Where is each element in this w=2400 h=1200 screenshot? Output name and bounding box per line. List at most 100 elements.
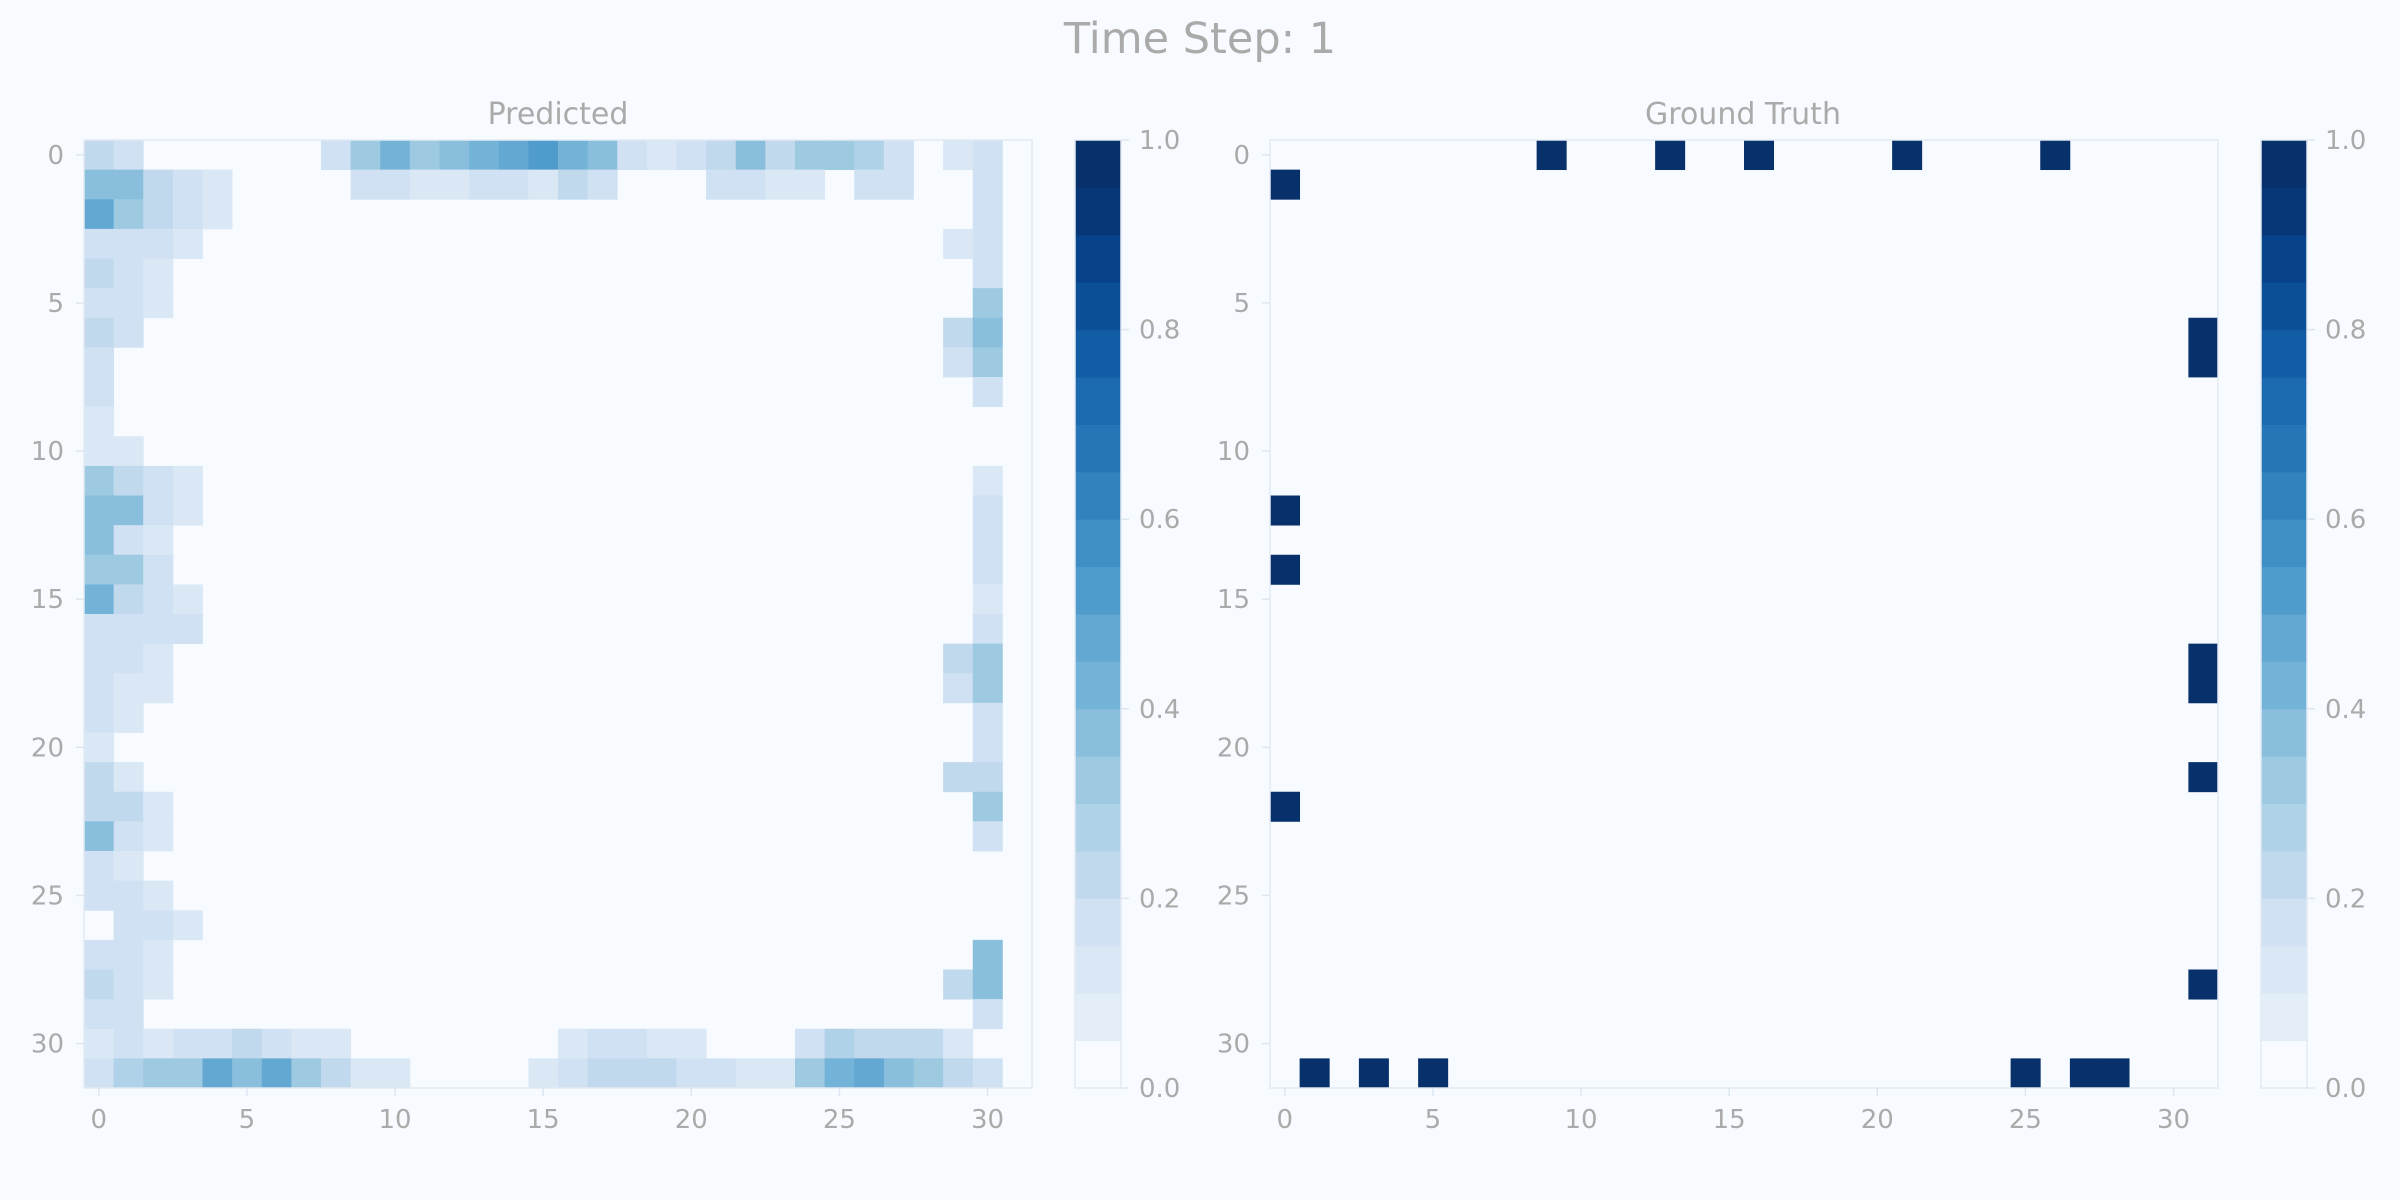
heatmap-cell xyxy=(113,436,144,467)
heatmap-cell xyxy=(854,140,885,171)
colorbar-band xyxy=(1075,234,1121,283)
heatmap-cell xyxy=(84,525,115,556)
heatmap-cell xyxy=(972,999,1003,1030)
heatmap-cell xyxy=(795,140,826,171)
heatmap-cell xyxy=(84,554,115,585)
heatmap-cell xyxy=(84,436,115,467)
heatmap-cell xyxy=(143,228,174,259)
colorbar-band xyxy=(1075,329,1121,378)
colorbar-band xyxy=(1075,377,1121,425)
heatmap-cell xyxy=(883,169,914,200)
colorbar-band xyxy=(2261,756,2307,805)
heatmap-cell xyxy=(617,140,648,171)
heatmap-cell xyxy=(498,140,529,171)
heatmap-cell xyxy=(706,140,737,171)
x-tick-label: 10 xyxy=(379,1105,412,1135)
heatmap-cell xyxy=(143,791,174,822)
heatmap-cell xyxy=(261,1058,292,1089)
colorbar-band xyxy=(2261,661,2307,710)
colorbar-tick-label: 0.8 xyxy=(1139,316,1180,346)
heatmap-cell xyxy=(1270,495,1301,526)
heatmap-cell xyxy=(676,1058,707,1089)
heatmap-cell xyxy=(113,228,144,259)
colorbar-band xyxy=(1075,614,1121,662)
y-axis-ground-truth: 0 5 10 15 20 25 30 xyxy=(1217,141,1270,1060)
colorbar-band xyxy=(2261,708,2307,757)
heatmap-cell xyxy=(528,169,559,200)
heatmap-cell xyxy=(439,169,470,200)
heatmap-cell xyxy=(943,140,974,171)
heatmap-cell xyxy=(706,1058,737,1089)
heatmap-cell xyxy=(1892,140,1923,171)
heatmap-cell xyxy=(380,169,411,200)
heatmap-cell xyxy=(113,851,144,882)
colorbar-band xyxy=(1075,851,1121,899)
heatmap-cell xyxy=(84,199,115,230)
heatmap-cell xyxy=(943,347,974,378)
colorbar-band xyxy=(1075,519,1121,568)
heatmap-cell xyxy=(587,140,618,171)
y-tick-label: 20 xyxy=(31,733,64,763)
colorbar-band xyxy=(1075,993,1121,1042)
heatmap-cell xyxy=(113,702,144,733)
colorbar-band xyxy=(1075,803,1121,852)
heatmap-cell xyxy=(2188,317,2219,348)
heatmap-cell xyxy=(558,1058,589,1089)
x-tick-label: 25 xyxy=(2009,1105,2042,1135)
heatmap-cell xyxy=(795,1028,826,1059)
heatmap-cell xyxy=(972,317,1003,348)
heatmap-cell xyxy=(84,377,115,408)
heatmap-cell xyxy=(84,969,115,1000)
heatmap-cell xyxy=(202,1058,233,1089)
heatmap-cell xyxy=(646,140,677,171)
x-tick-label: 20 xyxy=(1861,1105,1894,1135)
heatmap-cell xyxy=(972,554,1003,585)
heatmap-cell xyxy=(321,1058,352,1089)
heatmap-cell xyxy=(587,169,618,200)
heatmap-cell xyxy=(735,169,766,200)
heatmap-cell xyxy=(143,169,174,200)
heatmap-cell xyxy=(113,673,144,704)
y-tick-label: 0 xyxy=(47,141,64,171)
heatmap-cell xyxy=(172,1028,203,1059)
colorbar-band xyxy=(2261,803,2307,852)
heatmap-cell xyxy=(84,614,115,645)
y-tick-label: 0 xyxy=(1233,141,1250,171)
x-tick-label: 15 xyxy=(1713,1105,1746,1135)
heatmap-cell xyxy=(232,1058,263,1089)
colorbar-tick-label: 0.2 xyxy=(1139,884,1180,914)
heatmap-cell xyxy=(795,169,826,200)
heatmap-cell xyxy=(854,169,885,200)
heatmap-cell xyxy=(84,643,115,674)
heatmap-cell xyxy=(350,169,381,200)
panel-title-predicted: Predicted xyxy=(488,97,629,132)
heatmap-cell xyxy=(1270,791,1301,822)
colorbar-band xyxy=(2261,1040,2307,1089)
heatmap-cell xyxy=(113,288,144,319)
heatmap-cell xyxy=(2099,1058,2130,1089)
heatmap-cell xyxy=(558,1028,589,1059)
colorbar-band xyxy=(2261,993,2307,1042)
heatmap-cell xyxy=(84,999,115,1030)
colorbar-tick-label: 1.0 xyxy=(1139,126,1180,156)
heatmap-cell xyxy=(558,169,589,200)
y-tick-label: 15 xyxy=(31,585,64,615)
heatmap-cell xyxy=(1655,140,1686,171)
y-tick-label: 25 xyxy=(1217,881,1250,911)
colorbar-band xyxy=(1075,471,1121,520)
colorbar-frame xyxy=(1074,139,1122,1089)
heatmap-cell xyxy=(84,702,115,733)
heatmap-cell xyxy=(113,140,144,171)
heatmap-cell xyxy=(84,317,115,348)
heatmap-cell xyxy=(972,643,1003,674)
heatmap-cell xyxy=(2188,347,2219,378)
heatmap-cell xyxy=(113,199,144,230)
heatmap-cell xyxy=(617,1028,648,1059)
colorbar-band xyxy=(2261,851,2307,899)
heatmap-cell xyxy=(84,939,115,970)
heatmap-cell xyxy=(469,140,500,171)
heatmap-cell xyxy=(735,1058,766,1089)
heatmap-cell xyxy=(972,584,1003,615)
heatmap-cell xyxy=(84,880,115,911)
heatmap-cell xyxy=(943,1058,974,1089)
